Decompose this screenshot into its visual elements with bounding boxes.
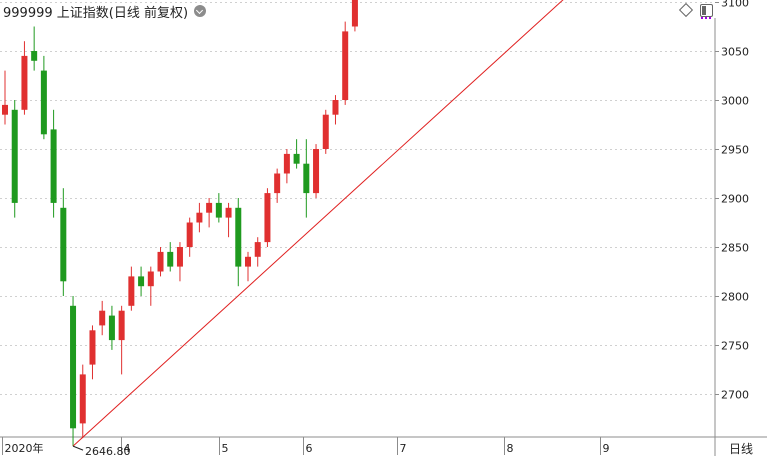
candle-body <box>206 202 213 213</box>
candle-body <box>21 55 28 110</box>
x-tick-label: 2020年 <box>5 441 44 455</box>
chart-header: 999999 上证指数(日线 前复权) <box>0 0 767 22</box>
candle-body <box>70 305 77 429</box>
candle-body <box>332 100 339 115</box>
candle-body <box>342 31 349 100</box>
y-axis: 2700275028002850290029503000305031003150… <box>715 0 749 402</box>
y-tick-label: 2850 <box>721 242 749 255</box>
candle-body <box>196 212 203 223</box>
candle-body <box>293 153 300 164</box>
candle-body <box>128 276 135 306</box>
candle-body <box>264 193 271 243</box>
period-label[interactable]: 日线 <box>728 442 753 456</box>
line-style-icon[interactable] <box>701 17 711 21</box>
candle-body <box>40 70 47 135</box>
y-tick-label: 2800 <box>721 291 749 304</box>
candle-body <box>235 207 242 267</box>
candle-body <box>351 0 358 27</box>
candle-body <box>283 153 290 174</box>
y-tick-label: 2900 <box>721 193 749 206</box>
candle-body <box>245 256 251 267</box>
y-tick-label: 2950 <box>721 144 749 157</box>
candle-body <box>254 242 261 257</box>
candle-body <box>11 109 18 203</box>
candles <box>2 0 358 447</box>
chart-title: 999999 上证指数(日线 前复权) <box>3 5 189 21</box>
x-tick-label: 9 <box>603 442 610 455</box>
candle-body <box>60 207 67 282</box>
candle-body <box>167 251 174 267</box>
candle-body <box>176 247 183 267</box>
x-tick-label: 5 <box>222 442 229 455</box>
candle-body <box>313 149 320 194</box>
x-tick-label: 8 <box>507 442 514 455</box>
x-tick-label: 6 <box>306 442 313 455</box>
chevron-down-icon[interactable] <box>194 5 207 17</box>
panel-toggle-icon[interactable] <box>700 4 713 17</box>
candle-body <box>89 330 96 365</box>
annotations: 2646.803458.79 <box>72 0 564 456</box>
candle-body <box>147 271 154 287</box>
y-tick-label: 3100 <box>721 0 749 10</box>
y-tick-label: 3050 <box>721 46 749 59</box>
candle-body <box>79 374 86 424</box>
trend-line <box>72 0 564 447</box>
candle-body <box>215 202 222 218</box>
candle-body <box>138 276 145 287</box>
x-tick-label: 4 <box>124 442 131 455</box>
candle-body <box>322 114 329 149</box>
candle-body <box>303 163 310 194</box>
y-tick-label: 2750 <box>721 340 749 353</box>
candle-body <box>225 207 232 218</box>
candle-body <box>186 222 193 247</box>
candle-body <box>31 51 38 61</box>
candle-body <box>108 315 115 341</box>
candle-body <box>274 173 281 194</box>
x-axis: 2020年 4 5 6 7 8 9 <box>2 437 610 455</box>
candle-body <box>99 310 106 326</box>
y-tick-label: 2700 <box>721 389 749 402</box>
annotation-arrow <box>72 445 84 451</box>
candle-body <box>50 129 57 203</box>
candle-body <box>157 251 164 272</box>
candle-body <box>2 104 8 115</box>
candle-body <box>118 310 125 341</box>
x-tick-label: 7 <box>400 442 407 455</box>
y-tick-label: 3000 <box>721 95 749 108</box>
annotation-label: 2646.80 <box>85 445 131 456</box>
